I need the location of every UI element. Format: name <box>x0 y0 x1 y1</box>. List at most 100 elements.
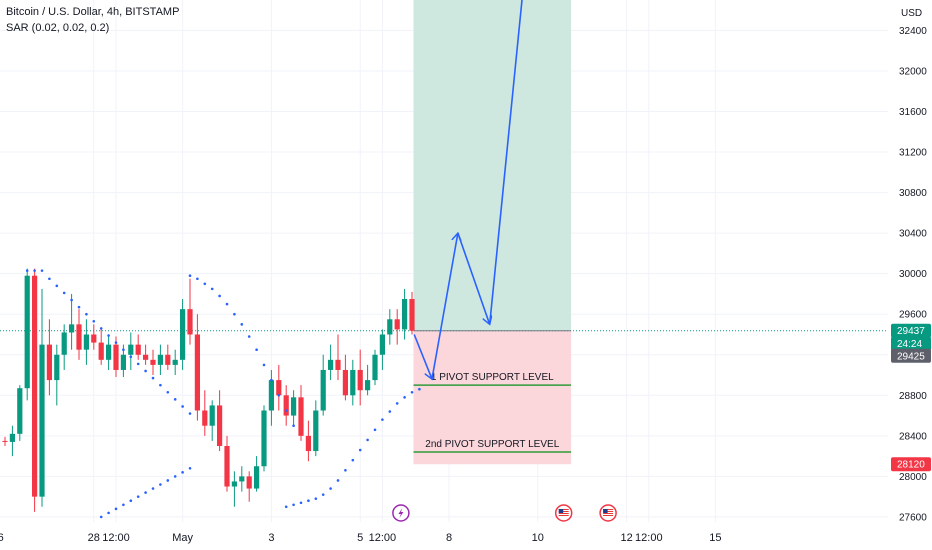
candle-body <box>202 410 208 426</box>
candle-body <box>61 332 67 355</box>
price-tag <box>891 457 931 472</box>
candle-body <box>120 354 126 370</box>
sar-dot <box>188 466 192 470</box>
x-tick-label: 12:00 <box>369 532 397 544</box>
sar-dot <box>99 515 103 519</box>
x-tick-label: 8 <box>446 532 452 544</box>
candle-body <box>172 359 178 365</box>
candle-body <box>187 309 193 335</box>
sar-dot <box>329 487 332 490</box>
x-tick-label: May <box>172 532 193 544</box>
sar-dot <box>188 412 192 415</box>
y-tick-label: 30000 <box>899 269 927 280</box>
sar-dot <box>188 274 192 277</box>
candle-body <box>268 380 274 411</box>
chart-title: Bitcoin / U.S. Dollar, 4h, BITSTAMP <box>6 6 180 18</box>
sar-dot <box>210 287 214 291</box>
sar-dot <box>225 302 229 306</box>
candle-body <box>180 309 186 360</box>
sar-dot <box>48 277 51 281</box>
lightning-icon[interactable] <box>392 504 410 522</box>
x-tick-label: 5 <box>357 532 363 544</box>
currency-label: USD <box>901 8 922 19</box>
candle-body <box>54 354 60 381</box>
y-tick-label: 30400 <box>899 229 927 240</box>
sar-dot <box>292 424 295 428</box>
sar-dot <box>151 487 155 490</box>
candle-body <box>32 275 38 497</box>
position-zones <box>0 0 888 465</box>
sar-dot <box>129 355 133 359</box>
event-icons <box>392 504 617 522</box>
sar-dot <box>196 277 199 281</box>
candle-body <box>165 354 171 365</box>
sar-dot <box>173 398 177 401</box>
sar-dot <box>62 291 66 295</box>
x-tick-label: 15 <box>709 532 721 544</box>
sar-dot <box>122 348 125 351</box>
price-tag-label: 24:24 <box>897 339 922 350</box>
sar-dot <box>33 269 36 272</box>
y-tick-label: 31600 <box>899 107 927 118</box>
projection-segment <box>457 232 490 324</box>
sar-dot <box>292 503 295 507</box>
y-tick-label: 32000 <box>899 66 927 77</box>
sar-dot <box>166 479 170 482</box>
indicator-label[interactable]: SAR (0.02, 0.02, 0.2) <box>6 22 110 34</box>
candle-body <box>291 397 297 416</box>
candle-body <box>357 369 363 391</box>
sar-dot <box>284 505 288 509</box>
sar-dot <box>107 511 110 515</box>
sar-dot <box>395 402 399 405</box>
sar-dot <box>25 269 29 272</box>
y-tick-label: 27600 <box>899 512 927 523</box>
candle-body <box>298 397 304 436</box>
price-tag-label: 29437 <box>897 326 925 337</box>
y-tick-label: 31200 <box>899 148 927 159</box>
candle-body <box>342 369 348 396</box>
candle-body <box>98 342 104 360</box>
sar-dot <box>277 394 281 397</box>
candle-body <box>313 410 319 452</box>
sar-dot <box>166 390 170 394</box>
sar-dot <box>403 396 406 399</box>
candle-body <box>379 334 385 355</box>
us-flag-icon[interactable] <box>599 504 617 522</box>
target-zone <box>413 0 572 331</box>
candle-body <box>372 354 378 381</box>
x-tick-label: 10 <box>532 532 544 544</box>
y-tick-label: 32400 <box>899 26 927 37</box>
x-tick-label: 12:00 <box>102 532 130 544</box>
price-tag <box>891 348 931 363</box>
candle-body <box>106 344 112 360</box>
sar-dot <box>159 383 162 387</box>
sar-dot <box>85 312 88 316</box>
sar-dot <box>336 479 340 482</box>
candle-body <box>113 344 119 370</box>
pivot-level-label: 1 PIVOT SUPPORT LEVEL <box>431 372 554 383</box>
candle-body <box>261 410 267 467</box>
y-tick-label: 29600 <box>899 310 927 321</box>
candle-body <box>24 275 30 389</box>
sar-dot <box>307 499 310 503</box>
sar-dot <box>255 348 258 351</box>
sar-dot <box>388 410 392 413</box>
x-tick-label: 26 <box>0 532 4 544</box>
sar-dot <box>114 507 118 511</box>
candle-body <box>209 405 215 426</box>
sar-dot <box>247 335 251 338</box>
sar-dot <box>284 409 288 412</box>
sar-dot <box>181 405 184 408</box>
x-tick-label: 3 <box>268 532 274 544</box>
candle-body <box>91 334 97 343</box>
sar-dot <box>240 323 244 326</box>
x-tick-label: 12:00 <box>635 532 663 544</box>
price-tag <box>891 336 931 351</box>
sar-dot <box>144 369 147 373</box>
candle-body <box>69 324 75 333</box>
sar-dot <box>233 312 236 316</box>
y-tick-label: 28400 <box>899 431 927 442</box>
us-flag-icon[interactable] <box>554 504 573 522</box>
sar-dot <box>70 298 73 302</box>
